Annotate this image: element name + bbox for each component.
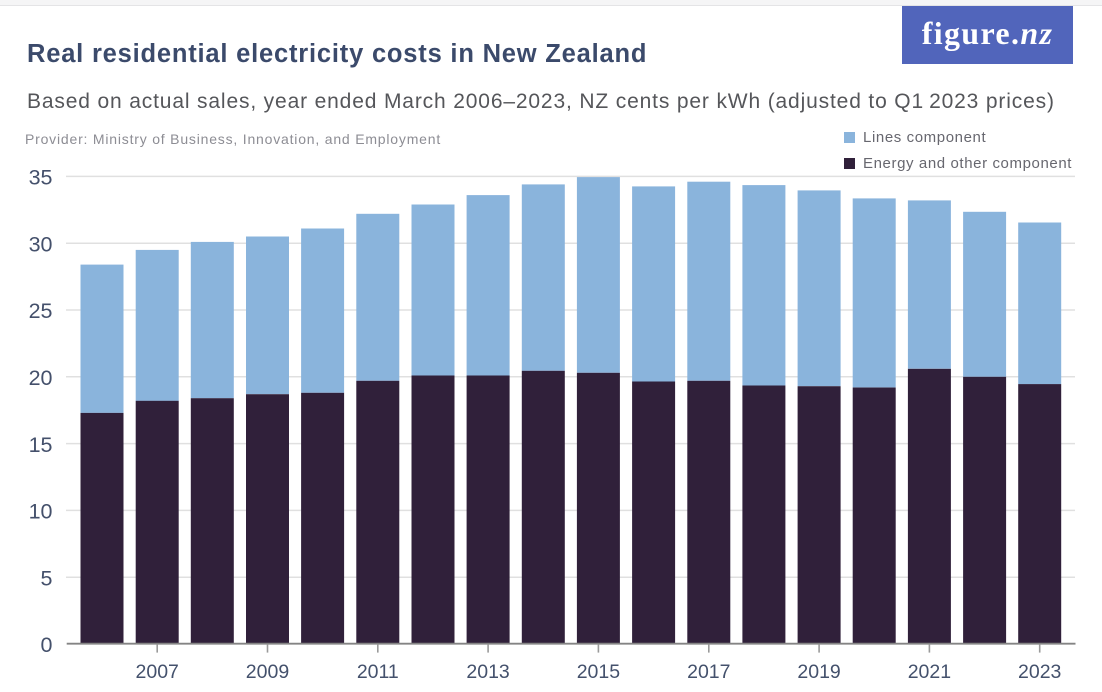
svg-text:2015: 2015 (577, 661, 621, 683)
svg-text:5: 5 (41, 566, 53, 590)
svg-text:30: 30 (29, 232, 53, 256)
svg-text:25: 25 (29, 299, 53, 323)
svg-text:2017: 2017 (687, 661, 730, 683)
svg-text:15: 15 (29, 433, 53, 457)
svg-text:2013: 2013 (466, 661, 509, 683)
svg-text:2009: 2009 (246, 661, 289, 683)
svg-text:2011: 2011 (357, 661, 399, 683)
svg-text:35: 35 (29, 166, 53, 190)
svg-text:2023: 2023 (1018, 661, 1061, 683)
svg-text:20: 20 (29, 366, 53, 390)
svg-text:2021: 2021 (908, 661, 951, 683)
svg-text:0: 0 (41, 633, 53, 657)
svg-text:2007: 2007 (136, 661, 179, 683)
svg-text:10: 10 (29, 500, 53, 524)
svg-text:2019: 2019 (797, 661, 840, 683)
